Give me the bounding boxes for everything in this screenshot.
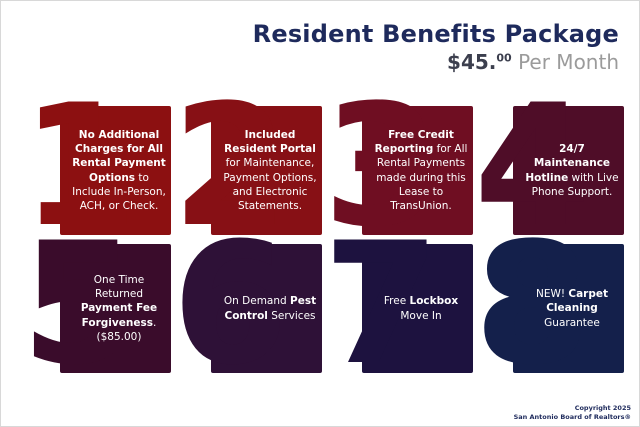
card-box [513,244,624,373]
price-cents: 00 [496,51,512,65]
benefit-card-3: 3 Free Credit Reporting for All Rental Pa… [323,82,480,250]
card-text: NEW! Carpet Cleaning Guarantee [535,288,609,329]
card-number: 3 [323,68,440,264]
page-title: Resident Benefits Package [252,20,619,48]
benefit-card-5: 5 One Time Returned Payment Fee Forgivene… [21,220,178,388]
benefit-card-4: 4 24/7 Maintenance Hotline with Live Phon… [474,82,631,250]
price-amount: $45. [447,50,497,75]
card-number: 1 [21,68,138,264]
card-box [211,244,322,373]
benefit-card-8: 8 NEW! Carpet Cleaning Guarantee [474,220,631,388]
card-number: 7 [323,206,440,402]
card-text: No Additional Charges for All Rental Pay… [72,129,166,212]
copyright-footer: Copyright 2025 San Antonio Board of Real… [514,404,631,422]
card-text: Free Credit Reporting for All Rental Pay… [374,129,468,212]
card-box [60,106,171,235]
card-text: 24/7 Maintenance Hotline with Live Phone… [525,143,619,198]
benefit-cards-grid: 1 No Additional Charges for All Rental Pa… [21,82,631,388]
card-number: 2 [172,68,289,264]
header: Resident Benefits Package $45.00 Per Mon… [21,21,619,74]
card-box [60,244,171,373]
card-number: 5 [21,206,138,402]
price-suffix: Per Month [511,50,619,75]
benefit-card-7: 7 Free Lockbox Move In [323,220,480,388]
card-text: Included Resident Portal for Maintenance… [223,129,317,212]
copyright-line2: San Antonio Board of Realtors® [513,413,631,422]
benefit-card-2: 2 Included Resident Portal for Maintenanc… [172,82,329,250]
card-box [513,106,624,235]
card-number: 6 [172,206,289,402]
price-line: $45.00 Per Month [21,51,619,74]
benefit-card-6: 6 On Demand Pest Control Services [172,220,329,388]
card-text: Free Lockbox Move In [383,295,459,322]
card-box [362,244,473,373]
benefit-card-1: 1 No Additional Charges for All Rental Pa… [21,82,178,250]
card-text: One Time Returned Payment Fee Forgivenes… [80,274,158,343]
card-box [211,106,322,235]
card-number: 4 [474,68,591,264]
card-text: On Demand Pest Control Services [223,295,317,322]
card-number: 8 [474,206,591,402]
card-box [362,106,473,235]
copyright-line1: Copyright 2025 [574,404,631,413]
